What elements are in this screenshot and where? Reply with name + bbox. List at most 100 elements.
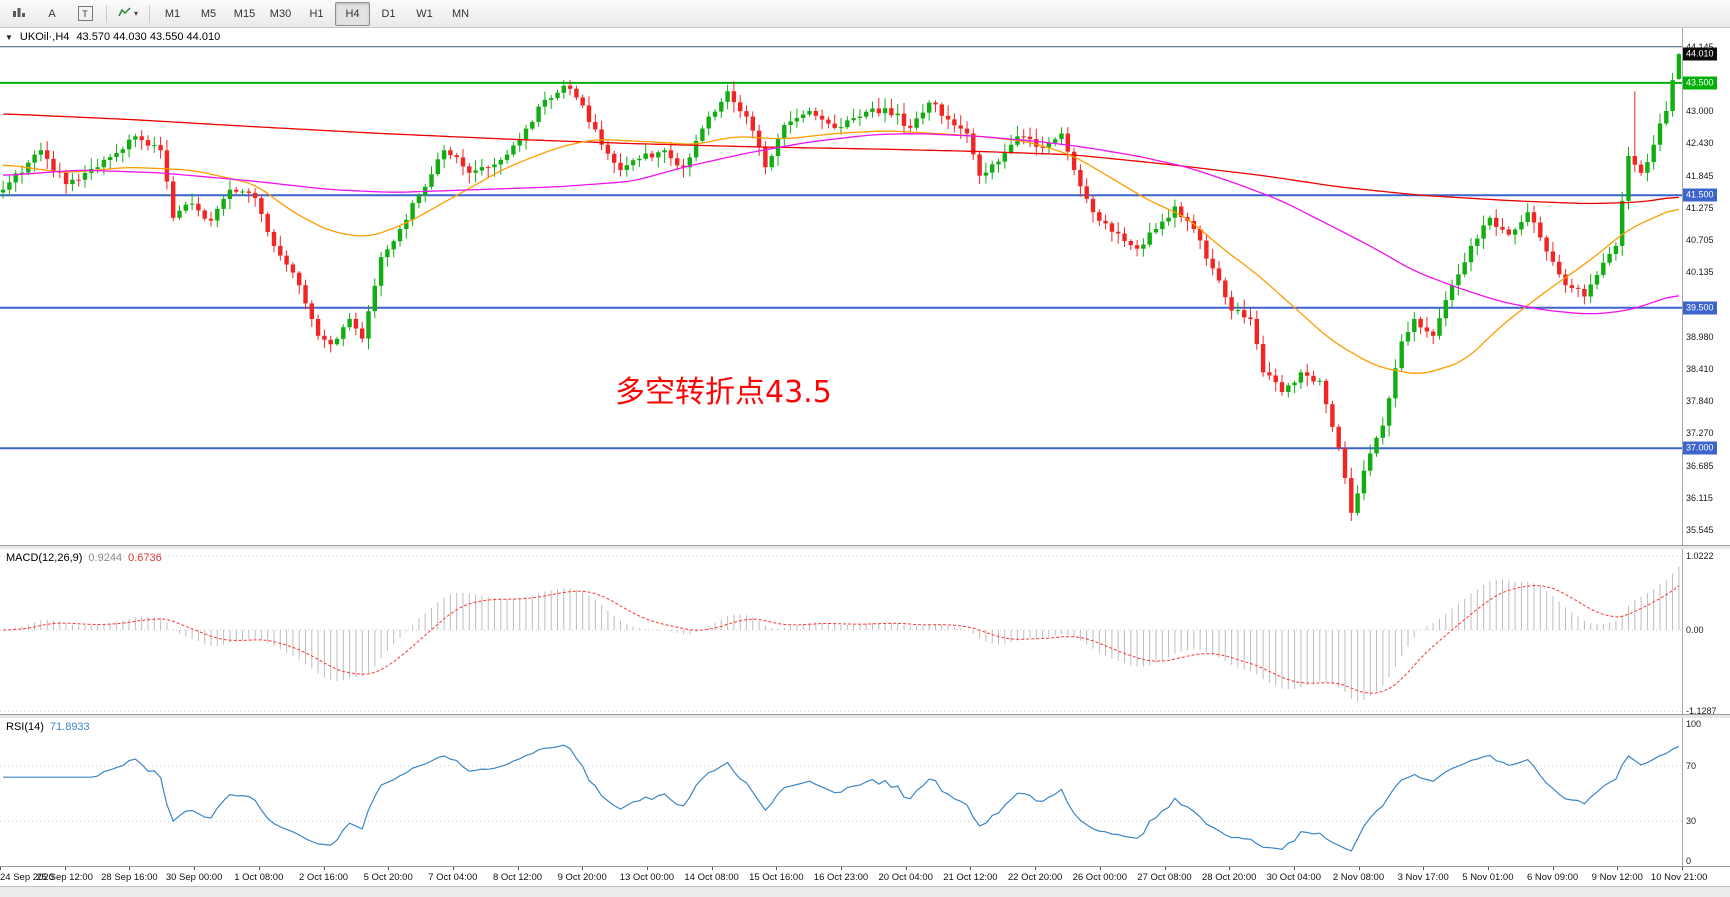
price-tick: 37.270 <box>1686 428 1714 439</box>
price-tick: 37.840 <box>1686 395 1714 406</box>
timeframe-button-h1[interactable]: H1 <box>309 7 324 20</box>
time-tick-mark <box>711 867 713 870</box>
toolbar-separator <box>106 4 107 23</box>
time-label: 5 Nov 01:00 <box>1462 872 1514 883</box>
rsi-tick: 30 <box>1686 816 1697 827</box>
timeframe-button-w1[interactable]: W1 <box>416 7 433 20</box>
time-label: 28 Oct 20:00 <box>1201 872 1257 883</box>
time-tick-mark <box>452 867 454 870</box>
timeframe-button-h4[interactable]: H4 <box>335 1 370 26</box>
time-tick-mark <box>1164 867 1166 870</box>
macd-signal-value: 0.6736 <box>128 552 162 564</box>
time-tick-mark <box>1229 867 1231 870</box>
time-label: 6 Nov 09:00 <box>1526 872 1579 883</box>
macd-signal-line <box>3 584 1680 694</box>
price-axis[interactable]: 44.145 43.000 42.430 41.845 41.275 40.705 40.1… <box>1682 28 1730 545</box>
price-tick: 40.135 <box>1686 267 1714 278</box>
price-badge: 41.500 <box>1683 188 1717 202</box>
time-tick-mark <box>194 867 196 870</box>
time-label: 16 Oct 23:00 <box>813 872 869 883</box>
ma-medium-orange <box>3 130 1680 374</box>
price-tick: 41.275 <box>1686 202 1714 213</box>
chart-collapse-icon[interactable]: ▼ <box>5 32 13 42</box>
time-tick-mark <box>776 867 778 870</box>
time-label: 9 Oct 20:00 <box>557 872 607 883</box>
price-badge: 43.500 <box>1683 76 1717 90</box>
rsi-levels <box>0 765 1682 822</box>
panel-splitter[interactable] <box>0 714 1730 718</box>
chart-grid-icon <box>12 6 26 21</box>
macd-canvas[interactable] <box>0 549 1682 714</box>
rsi-line <box>3 744 1680 852</box>
panel-splitter[interactable] <box>0 545 1730 549</box>
text-box-icon: T <box>77 6 93 21</box>
time-label: 21 Oct 12:00 <box>943 872 998 883</box>
hlines-layer[interactable] <box>0 46 1682 450</box>
time-tick-mark <box>0 867 1 870</box>
time-label: 24 Sep 2020 <box>0 872 54 883</box>
macd-tick: -1.1287 <box>1686 706 1717 717</box>
timeframe-button-m5[interactable]: M5 <box>200 7 217 20</box>
price-badge: 39.500 <box>1683 301 1717 315</box>
indicators-button[interactable]: ▾ <box>112 2 144 26</box>
time-tick-mark <box>841 867 842 870</box>
toolbar-separator <box>149 4 150 23</box>
timeframe-button-m1[interactable]: M1 <box>164 7 181 20</box>
time-tick-mark <box>1552 867 1554 870</box>
price-tick: 44.145 <box>1686 41 1714 52</box>
time-label: 15 Oct 16:00 <box>749 872 804 883</box>
time-tick-mark <box>905 867 907 870</box>
time-tick-mark <box>1682 867 1683 870</box>
macd-main-value: 0.9244 <box>88 552 123 564</box>
time-label: 22 Oct 20:00 <box>1007 872 1063 883</box>
text-label-button[interactable]: A <box>36 2 68 26</box>
time-axis[interactable]: 24 Sep 2020 25 Sep 12:00 28 Sep 16:00 30 Se… <box>0 866 1730 886</box>
time-label: 2 Oct 16:00 <box>298 872 349 883</box>
price-chart-panel: ▼ UKOil·,H4 43.570 44.030 43.550 44.010 … <box>0 28 1730 545</box>
rsi-name: RSI(14) <box>6 721 44 733</box>
rsi-tick: 0 <box>1686 856 1692 866</box>
timeframe-button-m30[interactable]: M30 <box>269 7 292 20</box>
time-label: 13 Oct 00:00 <box>619 872 675 883</box>
time-tick-mark <box>129 867 131 870</box>
timeframe-button-mn[interactable]: MN <box>451 7 470 20</box>
time-tick-mark <box>1293 867 1295 870</box>
chart-grid-button[interactable] <box>3 2 35 26</box>
time-tick-mark <box>258 867 260 870</box>
text-box-button[interactable]: T <box>69 2 101 26</box>
time-label: 5 Oct 20:00 <box>363 872 413 883</box>
time-label: 28 Sep 16:00 <box>101 872 158 883</box>
price-tick: 40.705 <box>1686 234 1714 245</box>
time-label: 8 Oct 12:00 <box>492 872 543 883</box>
time-label: 26 Oct 00:00 <box>1072 872 1127 883</box>
time-tick-mark <box>582 867 584 870</box>
timeframe-button-d1[interactable]: D1 <box>381 7 396 20</box>
bottom-strip <box>0 886 1730 897</box>
letter-a-icon: A <box>48 7 56 20</box>
time-tick-mark <box>1358 867 1360 870</box>
price-badge: 37.000 <box>1683 441 1717 455</box>
price-badge: 44.010 <box>1683 47 1717 61</box>
price-tick: 43.000 <box>1686 106 1714 116</box>
indicator-zigzag-icon <box>118 6 132 21</box>
time-label: 3 Nov 17:00 <box>1397 872 1449 883</box>
price-chart-canvas[interactable] <box>0 28 1682 545</box>
timeframe-button-m15[interactable]: M15 <box>233 7 256 20</box>
toolbar: A T ▾ M1 M5 M15 M30 H1 H4 D1 W1 MN <box>0 0 1730 28</box>
macd-tick: 1.0222 <box>1686 551 1714 562</box>
price-tick: 38.980 <box>1686 331 1714 342</box>
price-tick: 36.685 <box>1686 460 1714 471</box>
time-tick-mark <box>388 867 390 870</box>
ma-slow-red <box>3 113 1679 205</box>
macd-label: MACD(12,26,9) 0.9244 0.6736 <box>6 552 162 564</box>
moving-averages-layer <box>3 113 1680 374</box>
rsi-panel: RSI(14) 71.8933 100 70 30 0 <box>0 718 1730 866</box>
rsi-canvas[interactable] <box>0 718 1682 866</box>
macd-axis[interactable]: 1.0222 0.00 -1.1287 <box>1682 549 1730 717</box>
rsi-axis[interactable]: 100 70 30 0 <box>1682 718 1730 866</box>
time-label: 25 Sep 12:00 <box>36 872 93 883</box>
time-label: 1 Oct 08:00 <box>234 872 284 883</box>
time-label: 27 Oct 08:00 <box>1137 872 1192 883</box>
ma-magenta <box>3 133 1680 315</box>
